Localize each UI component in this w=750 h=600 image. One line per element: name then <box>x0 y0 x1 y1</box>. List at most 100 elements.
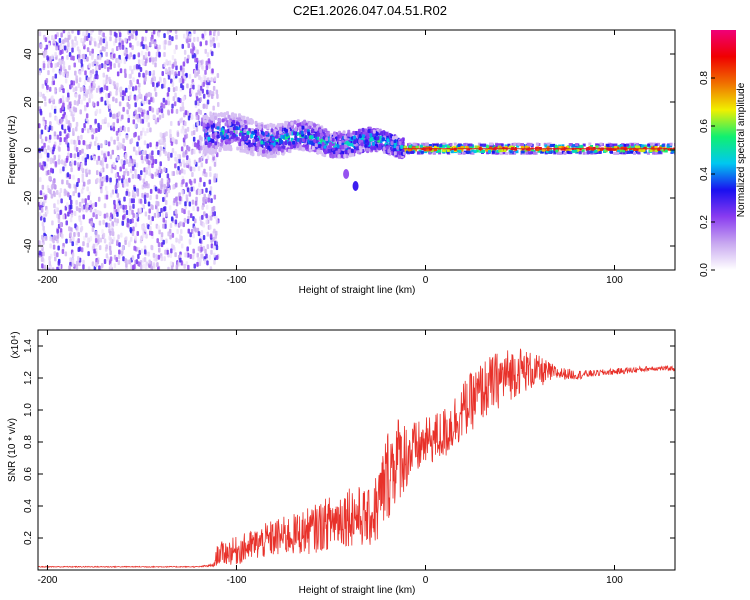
heat-cell <box>651 148 655 152</box>
heat-cell <box>48 125 52 131</box>
heat-cell <box>669 142 673 146</box>
heat-cell <box>98 265 101 270</box>
heat-cell <box>116 211 119 217</box>
heat-cell <box>352 135 356 140</box>
heat-cell <box>279 139 283 144</box>
heat-cell <box>151 205 154 211</box>
snr-x-tick-label-100: 100 <box>606 575 623 586</box>
heat-cell <box>273 147 277 152</box>
heat-cell <box>91 68 95 74</box>
heat-cell <box>140 155 144 161</box>
heat-cell <box>162 148 166 154</box>
heat-cell <box>53 108 57 114</box>
heat-cell <box>123 179 126 185</box>
heat-cell <box>140 170 143 176</box>
heat-cell <box>81 127 84 133</box>
heat-cell <box>162 223 165 229</box>
heat-cell <box>40 129 44 135</box>
heat-cell <box>610 150 614 154</box>
heat-cell <box>150 244 153 250</box>
snr-y-tick-label-0.2: 0.2 <box>23 531 34 545</box>
heat-cell <box>98 245 102 251</box>
heat-cell <box>186 83 189 89</box>
heat-cell <box>133 54 136 60</box>
heat-cell <box>206 122 210 127</box>
heat-cell <box>331 137 335 142</box>
heat-cell <box>246 130 250 135</box>
heat-cell <box>216 101 220 107</box>
heat-cell <box>147 51 151 57</box>
heat-cell <box>195 196 198 202</box>
heat-cell <box>216 125 220 130</box>
heat-cell <box>646 151 650 155</box>
heat-cell <box>192 166 196 172</box>
heat-cell <box>611 145 615 149</box>
heat-cell <box>112 162 116 168</box>
heat-cell <box>101 119 105 125</box>
heat-cell <box>186 187 190 193</box>
heat-cell <box>614 145 618 149</box>
heat-cell <box>94 141 97 147</box>
heat-cell <box>93 248 96 254</box>
heat-cell <box>137 253 140 259</box>
heat-cell <box>121 95 125 101</box>
heat-cell <box>148 57 152 63</box>
heat-cell <box>196 206 200 212</box>
heat-cell <box>112 122 116 128</box>
heat-cell <box>96 177 99 183</box>
heat-cell <box>41 263 44 269</box>
heat-cell <box>536 148 540 152</box>
heat-cell <box>64 69 67 75</box>
heat-cell <box>103 85 107 91</box>
heat-cell <box>180 83 183 89</box>
heat-cell <box>355 146 359 151</box>
heat-cell <box>182 33 186 39</box>
heat-cell <box>500 143 504 147</box>
heat-cell <box>450 150 454 154</box>
heat-cell <box>87 266 91 270</box>
heat-cell <box>174 163 177 169</box>
heat-cell <box>175 182 178 188</box>
heat-cell <box>66 97 70 103</box>
heat-cell <box>314 143 318 148</box>
heat-cell <box>213 30 217 33</box>
heat-cell <box>100 181 104 187</box>
heat-cell <box>95 170 99 176</box>
heat-cell <box>147 224 150 230</box>
heat-cell <box>47 70 50 76</box>
heat-cell <box>148 259 151 265</box>
heat-cell <box>151 150 154 156</box>
heat-cell <box>52 38 56 44</box>
heat-cell <box>128 30 132 34</box>
heat-cell <box>105 194 109 200</box>
heat-cell <box>435 143 439 147</box>
heat-cell <box>444 144 448 148</box>
heat-cell <box>204 114 208 119</box>
heat-cell <box>500 148 504 152</box>
heat-cell <box>148 99 151 105</box>
heat-cell <box>196 143 199 149</box>
heat-cell <box>633 147 637 151</box>
heat-cell <box>86 202 89 208</box>
heat-cell <box>125 49 128 55</box>
heat-cell <box>68 183 72 189</box>
heat-cell <box>126 218 130 224</box>
heat-cell <box>98 220 102 226</box>
heat-cell <box>40 138 44 144</box>
heat-cell <box>331 154 335 159</box>
heat-cell <box>206 260 209 266</box>
spectrogram-y-tick-label-20: 20 <box>23 96 34 108</box>
heat-cell <box>339 134 343 139</box>
heat-cell <box>393 148 397 153</box>
heat-cell <box>78 77 82 83</box>
heat-cell <box>174 156 177 162</box>
heat-cell <box>65 134 69 140</box>
heat-cell <box>117 111 121 117</box>
heat-cell <box>56 207 60 213</box>
heat-cell <box>546 146 550 150</box>
heat-cell <box>567 148 571 152</box>
heat-cell <box>607 143 611 147</box>
heat-cell <box>94 118 97 124</box>
heat-cell <box>38 123 41 129</box>
heat-cell <box>105 163 109 169</box>
